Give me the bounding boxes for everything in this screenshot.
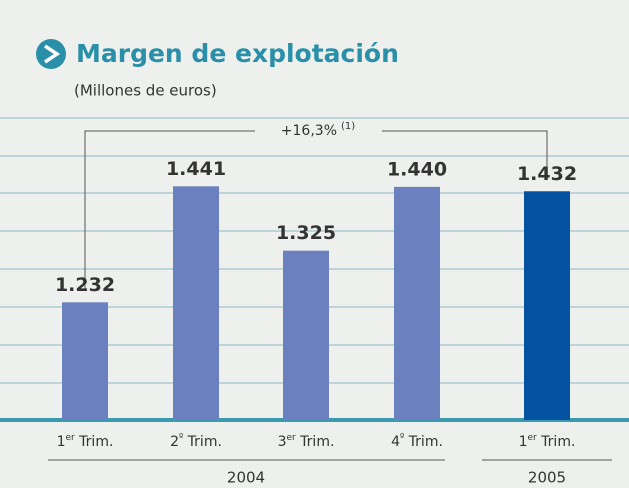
tick-label-part: 1 bbox=[519, 434, 528, 450]
chart-subtitle: (Millones de euros) bbox=[74, 82, 217, 100]
title-icon bbox=[36, 39, 66, 69]
tick-label-part: er bbox=[286, 433, 296, 443]
tick-label-part: Trim. bbox=[537, 434, 576, 450]
chart-title: Margen de explotación bbox=[76, 39, 399, 68]
value-label: 1.441 bbox=[166, 158, 226, 180]
bracket-right bbox=[382, 130, 548, 170]
x-tick-label: 4º Trim. bbox=[391, 433, 443, 451]
annotation-text: +16,3% bbox=[281, 123, 337, 139]
annotation-note: (1) bbox=[341, 121, 355, 132]
tick-label-part: 1 bbox=[57, 434, 66, 450]
value-label: 1.232 bbox=[55, 274, 115, 296]
value-label: 1.325 bbox=[276, 222, 336, 244]
title-icon-arrow bbox=[44, 44, 61, 64]
bar bbox=[173, 186, 219, 420]
value-label: 1.440 bbox=[387, 158, 447, 180]
tick-label-part: 4 bbox=[391, 434, 400, 450]
x-tick-label: 1er Trim. bbox=[519, 433, 576, 451]
growth-bracket bbox=[84, 130, 548, 290]
tick-label-part: º bbox=[179, 433, 183, 443]
annotation: +16,3% (1) bbox=[281, 121, 355, 139]
group-label: 2004 bbox=[227, 469, 265, 487]
group-label: 2005 bbox=[528, 469, 566, 487]
tick-label-part: er bbox=[527, 433, 537, 443]
bar bbox=[394, 186, 440, 420]
tick-label-part: er bbox=[65, 433, 75, 443]
tick-label-part: Trim. bbox=[404, 434, 443, 450]
bar bbox=[524, 191, 570, 420]
tick-label-part: º bbox=[400, 433, 404, 443]
value-label: 1.432 bbox=[517, 163, 577, 185]
x-tick-label: 2º Trim. bbox=[170, 433, 222, 451]
tick-label-part: Trim. bbox=[183, 434, 222, 450]
tick-label-part: Trim. bbox=[75, 434, 114, 450]
tick-label-part: Trim. bbox=[296, 434, 335, 450]
tick-label-part: 2 bbox=[170, 434, 179, 450]
tick-label-part: 3 bbox=[278, 434, 287, 450]
x-tick-label: 3er Trim. bbox=[278, 433, 335, 451]
bar bbox=[283, 250, 329, 420]
bar bbox=[62, 302, 108, 420]
bracket-left bbox=[84, 130, 255, 290]
x-tick-label: 1er Trim. bbox=[57, 433, 114, 451]
